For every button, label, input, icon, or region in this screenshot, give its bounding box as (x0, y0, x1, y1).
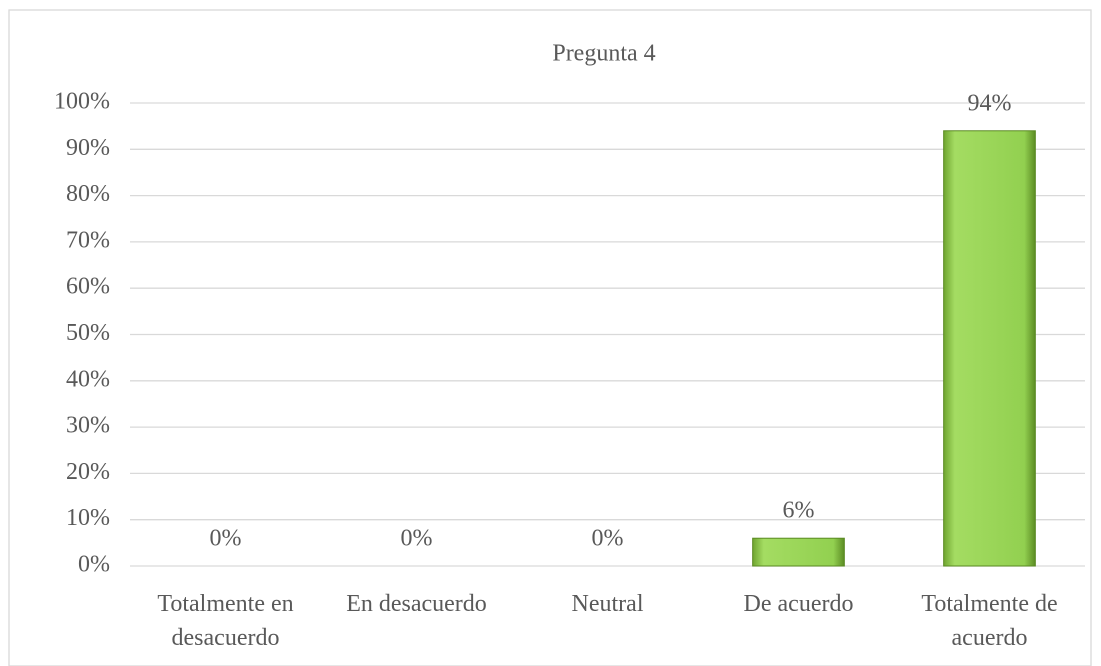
y-tick-label: 50% (66, 320, 110, 346)
x-tick-label: De acuerdo (744, 591, 854, 617)
y-tick-label: 30% (66, 413, 110, 439)
data-label: 6% (783, 498, 815, 524)
y-tick-label: 10% (66, 505, 110, 531)
y-tick-label: 80% (66, 181, 110, 207)
data-label: 94% (968, 90, 1012, 116)
x-tick-label: Neutral (572, 591, 644, 617)
bar (752, 537, 845, 567)
x-tick-label: Totalmente de acuerdo (921, 591, 1057, 651)
x-tick-label: En desacuerdo (346, 591, 487, 617)
chart-border (8, 9, 1092, 666)
x-tick-label: Totalmente en desacuerdo (157, 591, 293, 651)
y-tick-label: 70% (66, 227, 110, 253)
data-label: 0% (210, 526, 242, 552)
y-tick-label: 60% (66, 274, 110, 300)
bar (943, 130, 1036, 567)
y-tick-label: 20% (66, 459, 110, 485)
chart-title: Pregunta 4 (552, 41, 655, 67)
data-label: 0% (401, 526, 433, 552)
y-tick-label: 40% (66, 366, 110, 392)
y-tick-label: 100% (54, 89, 110, 115)
data-label: 0% (592, 526, 624, 552)
y-tick-label: 90% (66, 135, 110, 161)
y-tick-label: 0% (78, 552, 110, 578)
